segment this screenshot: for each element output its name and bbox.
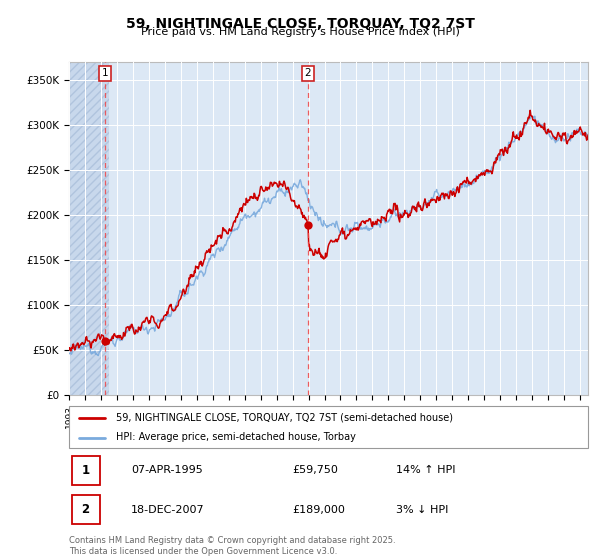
Text: 1: 1 [102, 68, 109, 78]
Text: 59, NIGHTINGALE CLOSE, TORQUAY, TQ2 7ST (semi-detached house): 59, NIGHTINGALE CLOSE, TORQUAY, TQ2 7ST … [116, 413, 453, 423]
Text: £189,000: £189,000 [292, 505, 345, 515]
Text: 18-DEC-2007: 18-DEC-2007 [131, 505, 205, 515]
Text: Contains HM Land Registry data © Crown copyright and database right 2025.
This d: Contains HM Land Registry data © Crown c… [69, 536, 395, 556]
Text: 2: 2 [305, 68, 311, 78]
Text: £59,750: £59,750 [292, 465, 338, 475]
Text: 3% ↓ HPI: 3% ↓ HPI [396, 505, 448, 515]
FancyBboxPatch shape [71, 496, 100, 524]
Text: 2: 2 [82, 503, 89, 516]
Text: HPI: Average price, semi-detached house, Torbay: HPI: Average price, semi-detached house,… [116, 432, 356, 442]
Text: 59, NIGHTINGALE CLOSE, TORQUAY, TQ2 7ST: 59, NIGHTINGALE CLOSE, TORQUAY, TQ2 7ST [125, 17, 475, 31]
FancyBboxPatch shape [71, 456, 100, 484]
Text: 1: 1 [82, 464, 89, 477]
Text: Price paid vs. HM Land Registry's House Price Index (HPI): Price paid vs. HM Land Registry's House … [140, 27, 460, 37]
FancyBboxPatch shape [69, 406, 588, 448]
Polygon shape [69, 62, 109, 395]
Text: 07-APR-1995: 07-APR-1995 [131, 465, 203, 475]
Text: 14% ↑ HPI: 14% ↑ HPI [396, 465, 455, 475]
